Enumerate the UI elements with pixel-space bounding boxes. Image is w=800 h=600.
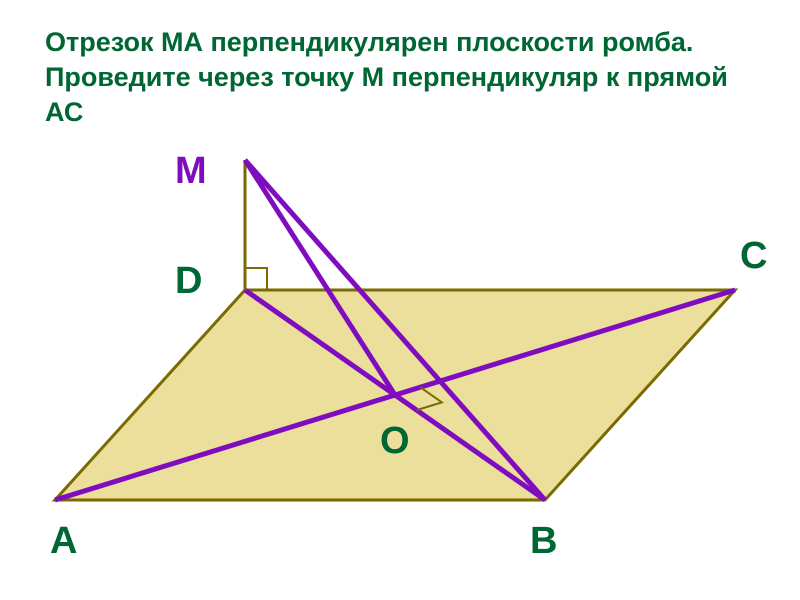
geometry-diagram bbox=[0, 0, 800, 600]
label-O: O bbox=[380, 420, 410, 463]
label-B: B bbox=[530, 520, 557, 563]
label-A: A bbox=[50, 520, 77, 563]
label-D: D bbox=[175, 260, 202, 303]
label-C: C bbox=[740, 235, 767, 278]
label-M: M bbox=[175, 150, 207, 193]
right-angle-marker-D bbox=[245, 268, 267, 290]
